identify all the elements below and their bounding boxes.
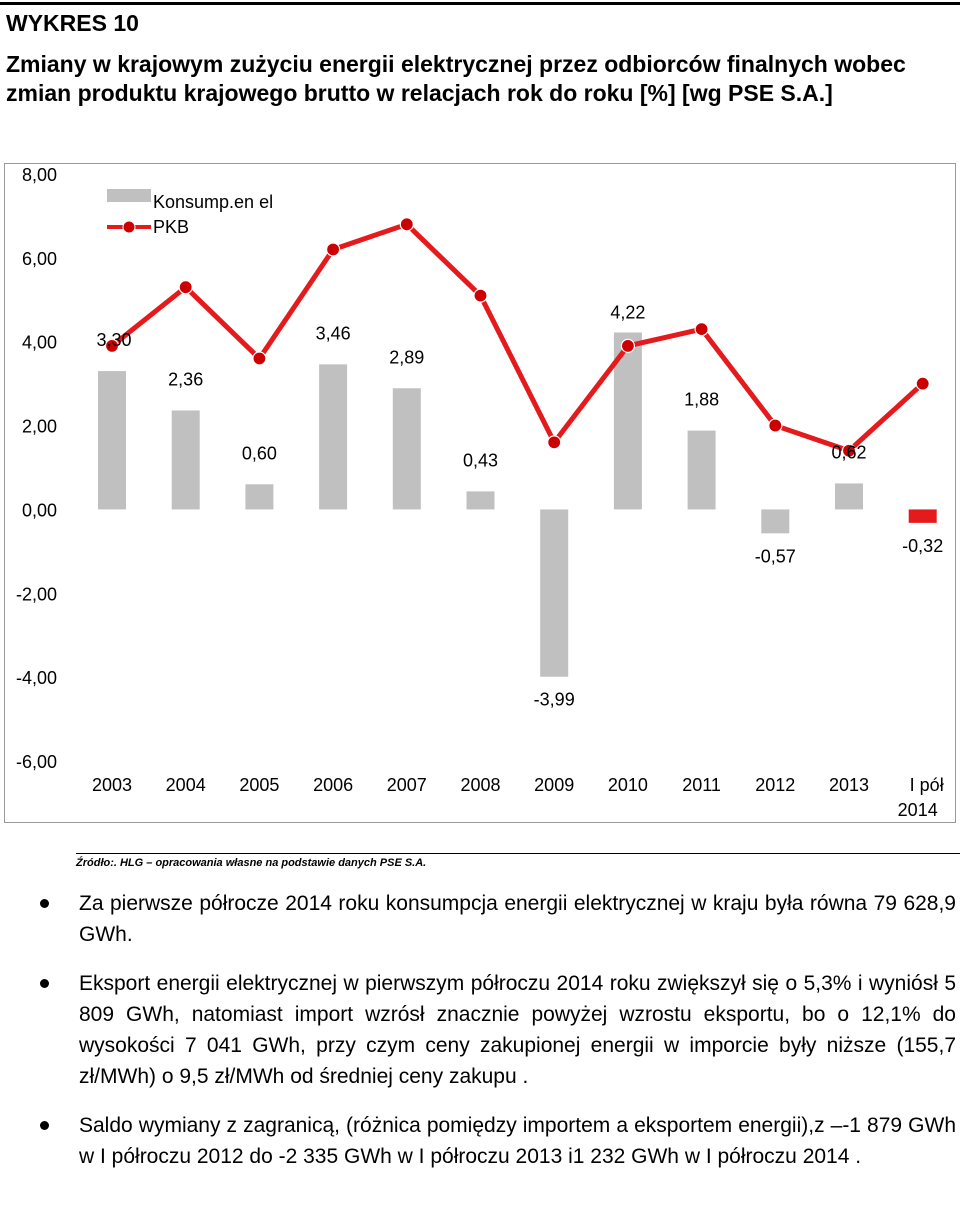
bar-data-label: 0,60 bbox=[242, 443, 277, 463]
x-tick-label: I pół bbox=[910, 775, 944, 795]
bar bbox=[835, 483, 863, 510]
x-tick-label: 2004 bbox=[166, 775, 206, 795]
x-tick-label: 2013 bbox=[829, 775, 869, 795]
x-tick-label: 2012 bbox=[755, 775, 795, 795]
top-rule bbox=[0, 2, 960, 5]
bar bbox=[466, 491, 495, 510]
legend-label: PKB bbox=[153, 217, 189, 237]
bullet-item: Saldo wymiany z zagranicą, (różnica pomi… bbox=[0, 1110, 960, 1172]
bar bbox=[761, 509, 790, 534]
y-tick-label: 6,00 bbox=[22, 249, 57, 269]
bullet-text: Eksport energii elektrycznej w pierwszym… bbox=[79, 972, 956, 1088]
y-tick-label: -2,00 bbox=[16, 584, 57, 604]
chart-canvas: 8,00 6,00 4,00 2,00 0,00 -2,00 -4,00 -6,00 2003 2… bbox=[16, 165, 944, 820]
bar-data-label: -0,57 bbox=[755, 546, 796, 566]
x-tick-label: 2007 bbox=[387, 775, 427, 795]
bar bbox=[171, 410, 200, 510]
legend-swatch-marker bbox=[122, 220, 136, 234]
bullet-item: Eksport energii elektrycznej w pierwszym… bbox=[0, 968, 960, 1092]
pkb-point bbox=[473, 288, 488, 303]
pkb-point bbox=[620, 338, 636, 354]
x-tick-label: 2009 bbox=[534, 775, 574, 795]
bullet-dot-icon bbox=[40, 979, 49, 988]
bar bbox=[540, 509, 569, 677]
bar-data-label: -0,32 bbox=[902, 536, 943, 556]
y-tick-label: 2,00 bbox=[22, 417, 57, 437]
bar bbox=[392, 388, 421, 510]
bullet-dot-icon bbox=[40, 1121, 49, 1130]
y-tick-label: -6,00 bbox=[16, 752, 57, 772]
y-tick-label: -4,00 bbox=[16, 668, 57, 688]
figure-heading: WYKRES 10 bbox=[6, 10, 139, 36]
bar-data-label: 0,62 bbox=[831, 442, 866, 462]
chart-title: Zmiany w krajowym zużyciu energii elektr… bbox=[6, 51, 906, 106]
pkb-point bbox=[915, 376, 930, 391]
bar-data-label: 3,30 bbox=[96, 330, 131, 350]
pkb-point bbox=[104, 338, 120, 354]
pkb-point bbox=[178, 280, 193, 295]
bar-data-label: 2,36 bbox=[168, 369, 203, 389]
bar-data-label: 0,43 bbox=[463, 450, 498, 470]
x-tick-label: 2008 bbox=[460, 775, 500, 795]
x-tick-label: 2010 bbox=[608, 775, 648, 795]
x-tick-label: 2011 bbox=[682, 775, 721, 795]
source-note: Źródło:. HLG – opracowania własne na pod… bbox=[76, 857, 427, 869]
x-tick-label: 2006 bbox=[313, 775, 353, 795]
bullet-dot-icon bbox=[40, 899, 49, 908]
pkb-point bbox=[252, 351, 267, 366]
chart-frame: 8,00 6,00 4,00 2,00 0,00 -2,00 -4,00 -6,00 2003 2… bbox=[4, 163, 956, 823]
pkb-point bbox=[399, 217, 414, 232]
bar bbox=[245, 484, 274, 510]
y-tick-label: 8,00 bbox=[22, 165, 57, 185]
y-tick-label: 4,00 bbox=[22, 333, 57, 353]
bullet-list: Za pierwsze półrocze 2014 roku konsumpcj… bbox=[0, 888, 960, 1190]
bar-data-label: 3,46 bbox=[316, 323, 351, 343]
source-rule bbox=[76, 853, 960, 854]
bar bbox=[908, 509, 937, 523]
x-tick-label: 2005 bbox=[239, 775, 279, 795]
bar-data-label: 2,89 bbox=[389, 347, 424, 367]
x-tick-label: 2014 bbox=[898, 800, 938, 820]
legend-label: Konsump.en el bbox=[153, 192, 273, 212]
pkb-point bbox=[547, 435, 562, 450]
bar-data-label: 4,22 bbox=[610, 302, 645, 322]
pkb-point bbox=[326, 242, 341, 257]
bar-data-label: -3,99 bbox=[534, 690, 575, 710]
bullet-text: Saldo wymiany z zagranicą, (różnica pomi… bbox=[79, 1114, 956, 1168]
bar-data-label: 1,88 bbox=[684, 390, 719, 410]
y-tick-label: 0,00 bbox=[22, 500, 57, 520]
bar bbox=[687, 430, 716, 510]
bar bbox=[319, 364, 348, 510]
bullet-text: Za pierwsze półrocze 2014 roku konsumpcj… bbox=[79, 892, 956, 946]
pkb-point bbox=[768, 418, 783, 433]
bar bbox=[98, 371, 126, 510]
legend-swatch-bar bbox=[107, 189, 151, 202]
bullet-item: Za pierwsze półrocze 2014 roku konsumpcj… bbox=[0, 888, 960, 950]
x-tick-label: 2003 bbox=[92, 775, 132, 795]
pkb-line bbox=[110, 221, 925, 454]
pkb-point bbox=[841, 443, 857, 458]
pkb-point bbox=[694, 322, 709, 337]
